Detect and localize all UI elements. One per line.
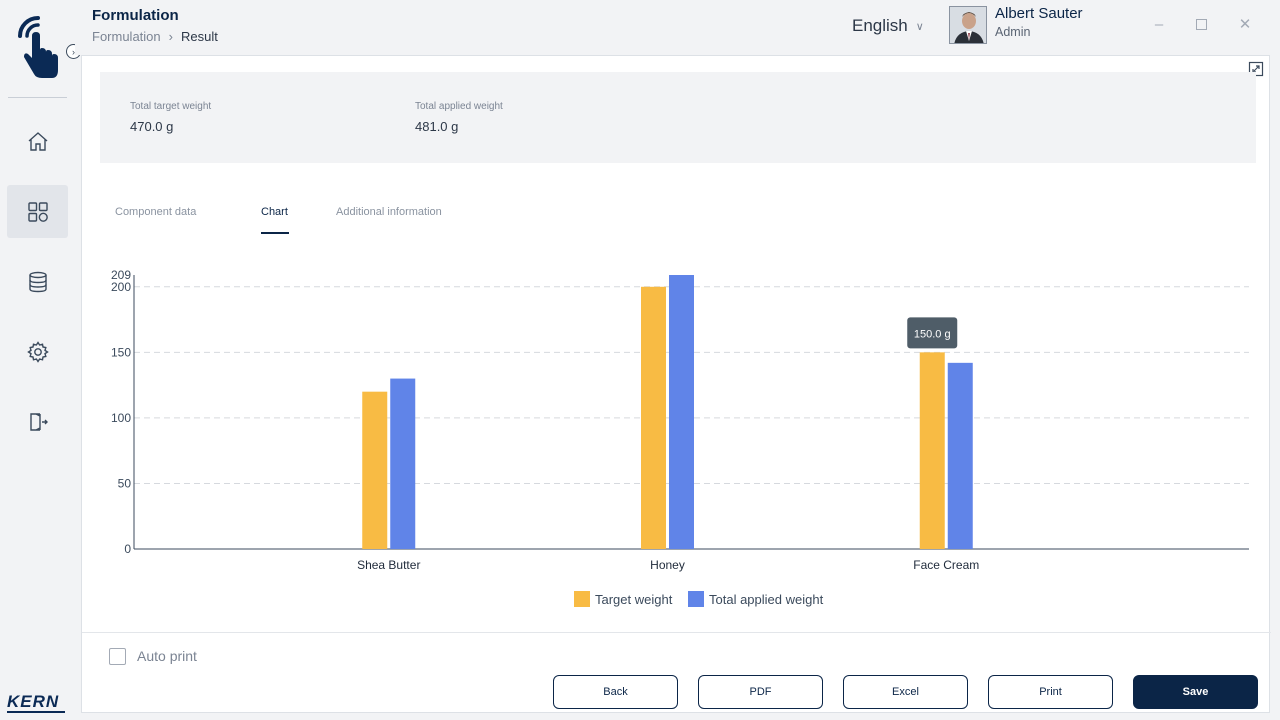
bar-target: [641, 286, 666, 549]
y-tick-label: 0: [124, 542, 131, 556]
breadcrumb: Formulation › Result: [92, 29, 218, 44]
header: Formulation Formulation › Result English…: [75, 0, 1280, 55]
tab-additional-information[interactable]: Additional information: [336, 206, 442, 218]
print-button[interactable]: Print: [988, 675, 1113, 709]
language-selector[interactable]: English ∨: [852, 16, 924, 36]
target-weight-value: 470.0 g: [130, 119, 174, 134]
auto-print-checkbox[interactable]: [109, 648, 126, 665]
y-tick-label: 150: [111, 345, 131, 359]
sidebar-item-dashboard[interactable]: [7, 185, 68, 238]
tab-chart[interactable]: Chart: [261, 206, 288, 218]
brand-underline: [7, 711, 65, 713]
dashboard-icon: [27, 201, 48, 222]
weight-summary: Total target weight 470.0 g Total applie…: [100, 72, 1256, 163]
x-tick-label: Honey: [650, 558, 685, 572]
excel-button[interactable]: Excel: [843, 675, 968, 709]
auto-print-label: Auto print: [137, 648, 197, 664]
tab-component-data[interactable]: Component data: [115, 206, 197, 218]
applied-weight-label: Total applied weight: [415, 101, 503, 112]
page-title: Formulation: [92, 7, 179, 24]
sidebar-item-logout[interactable]: [7, 395, 68, 448]
applied-weight-value: 481.0 g: [415, 119, 459, 134]
close-icon[interactable]: ✕: [1238, 16, 1252, 33]
breadcrumb-separator-icon: ›: [168, 29, 173, 44]
bar-target: [919, 352, 945, 549]
user-photo-icon: [950, 7, 986, 43]
chevron-down-icon: ∨: [915, 20, 924, 33]
avatar[interactable]: [949, 6, 987, 44]
pdf-button[interactable]: PDF: [698, 675, 823, 709]
footer-divider: [82, 632, 1271, 633]
breadcrumb-item-formulation[interactable]: Formulation: [92, 29, 161, 44]
minimize-icon[interactable]: –: [1154, 15, 1164, 33]
y-tick-label: 209: [111, 268, 131, 282]
bar-applied: [669, 275, 694, 549]
target-weight-label: Total target weight: [130, 101, 212, 112]
database-icon: [28, 271, 47, 292]
save-button[interactable]: Save: [1133, 675, 1258, 709]
back-button[interactable]: Back: [553, 675, 678, 709]
bar-applied: [390, 378, 416, 549]
legend-label: Total applied weight: [709, 592, 824, 607]
y-tick-label: 50: [118, 476, 132, 490]
tooltip-text: 150.0 g: [914, 328, 951, 340]
sidebar-item-home[interactable]: [7, 115, 68, 168]
x-tick-label: Face Cream: [913, 558, 979, 572]
result-panel: Total target weight 470.0 g Total applie…: [81, 55, 1271, 713]
y-tick-label: 200: [111, 280, 131, 294]
y-tick-label: 100: [111, 411, 131, 425]
legend-swatch: [574, 591, 590, 607]
home-icon: [28, 131, 47, 151]
x-tick-label: Shea Butter: [357, 558, 420, 572]
bar-applied: [947, 362, 973, 549]
maximize-icon[interactable]: [1191, 14, 1211, 34]
settings-icon: [26, 340, 49, 363]
active-tab-indicator: [261, 232, 289, 234]
logout-icon: [29, 412, 48, 431]
sidebar-item-database[interactable]: [7, 255, 68, 308]
tooltip-box: [907, 317, 958, 349]
sidebar-item-settings[interactable]: [7, 325, 68, 378]
touch-logo-icon: [18, 16, 58, 78]
breadcrumb-item-current: Result: [180, 29, 218, 44]
legend-label: Target weight: [595, 592, 673, 607]
user-name: Albert Sauter: [995, 5, 1083, 22]
bar-target: [362, 391, 388, 549]
legend-swatch: [688, 591, 704, 607]
user-role: Admin: [995, 25, 1031, 39]
language-label: English: [852, 16, 908, 35]
sidebar-divider: [8, 97, 67, 98]
sidebar: › KERN: [0, 0, 81, 720]
kern-brand-logo: KERN: [7, 692, 60, 711]
